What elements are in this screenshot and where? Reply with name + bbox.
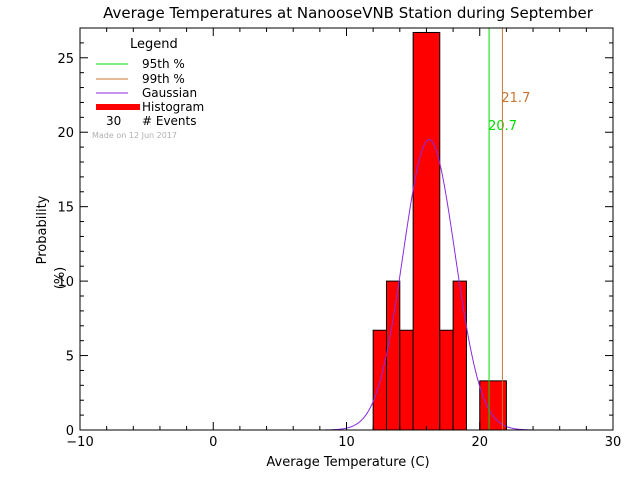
y-tick-label-1: 5 bbox=[66, 350, 74, 365]
histogram-bar-4 bbox=[439, 329, 454, 431]
legend-events-count: 30 bbox=[106, 114, 121, 128]
percentile-99-label: 21.7 bbox=[501, 91, 530, 106]
gaussian-curve bbox=[325, 139, 534, 431]
histogram-bar-1 bbox=[385, 280, 401, 431]
y-tick-label-5: 25 bbox=[57, 52, 74, 67]
chart-title: Average Temperatures at NanooseVNB Stati… bbox=[103, 4, 594, 22]
y-tick-label-4: 20 bbox=[57, 126, 74, 141]
legend-label-histogram: Histogram bbox=[142, 100, 204, 114]
histogram-bar-0 bbox=[372, 329, 387, 431]
y-tick-label-0: 0 bbox=[66, 424, 74, 439]
x-tick-label-0: −10 bbox=[66, 435, 93, 450]
legend-label-gaussian: Gaussian bbox=[142, 86, 197, 100]
y-axis-unit: (%) bbox=[53, 267, 68, 290]
histogram-bar-2 bbox=[399, 329, 414, 431]
y-tick-label-3: 15 bbox=[57, 201, 74, 216]
x-tick-label-1: 0 bbox=[209, 435, 217, 450]
x-tick-label-4: 30 bbox=[605, 435, 622, 450]
histogram-bar-5 bbox=[452, 280, 467, 431]
legend-label-95th: 95th % bbox=[142, 57, 185, 71]
y-axis-label: Probability bbox=[35, 195, 50, 264]
y-tick-label-2: 10 bbox=[57, 275, 74, 290]
x-tick-label-2: 10 bbox=[338, 435, 355, 450]
legend-label-99th: 99th % bbox=[142, 72, 185, 86]
legend: Legend 95th % 99th % Gaussian Histogram … bbox=[92, 37, 204, 140]
legend-events-label: # Events bbox=[142, 114, 197, 128]
made-on-note: Made on 12 Jun 2017 bbox=[92, 131, 177, 140]
x-axis-label: Average Temperature (C) bbox=[266, 455, 429, 470]
x-tick-label-3: 20 bbox=[471, 435, 488, 450]
histogram-bar-3 bbox=[412, 31, 441, 431]
legend-title: Legend bbox=[130, 37, 178, 52]
